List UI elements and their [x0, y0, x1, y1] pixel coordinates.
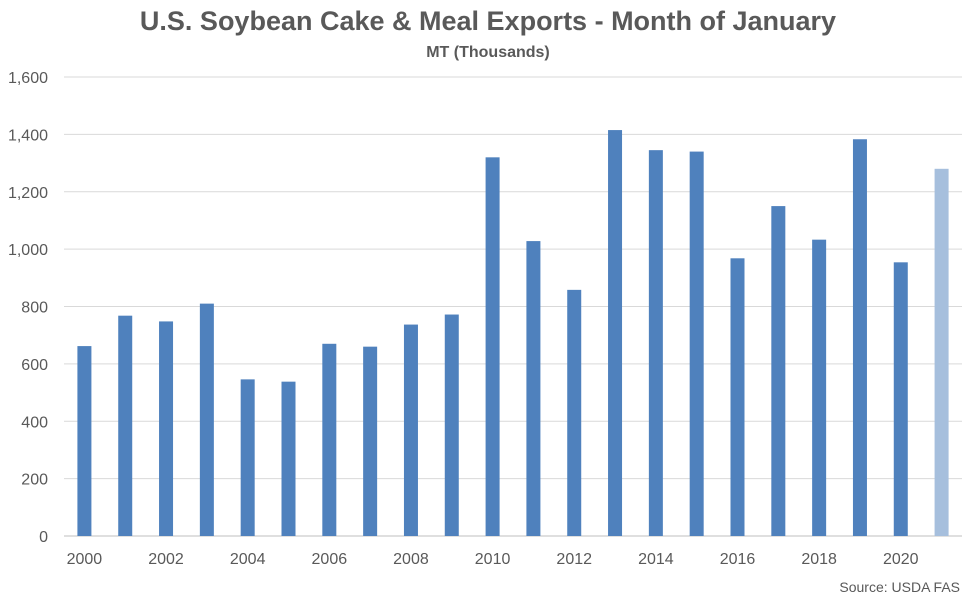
y-tick-label: 1,600 — [8, 70, 48, 87]
y-tick-label: 1,400 — [8, 127, 48, 144]
x-tick-label: 2004 — [230, 551, 266, 568]
bar — [648, 150, 663, 536]
y-tick-label: 0 — [39, 529, 48, 546]
bar — [77, 346, 92, 536]
bar — [852, 139, 867, 536]
x-tick-label: 2020 — [883, 551, 919, 568]
x-tick-label: 2002 — [148, 551, 184, 568]
bar — [567, 289, 582, 536]
chart-source: Source: USDA FAS — [839, 579, 960, 595]
y-tick-label: 400 — [21, 414, 48, 431]
bar — [526, 241, 541, 536]
x-tick-label: 2016 — [720, 551, 756, 568]
bar — [240, 379, 255, 536]
y-tick-label: 200 — [21, 472, 48, 489]
bar — [812, 239, 827, 536]
x-tick-label: 2012 — [556, 551, 592, 568]
bar — [730, 258, 745, 536]
x-tick-label: 2006 — [312, 551, 348, 568]
bar — [363, 346, 378, 536]
chart-title: U.S. Soybean Cake & Meal Exports - Month… — [139, 6, 837, 36]
y-tick-label: 600 — [21, 357, 48, 374]
x-tick-label: 2014 — [638, 551, 674, 568]
bar — [322, 343, 337, 536]
bar — [934, 168, 949, 537]
y-tick-label: 1,000 — [8, 242, 48, 259]
y-tick-label: 800 — [21, 300, 48, 317]
chart-subtitle: MT (Thousands) — [426, 44, 550, 61]
bar — [281, 381, 296, 536]
bar — [771, 206, 786, 536]
bar — [608, 130, 623, 536]
bar — [159, 321, 174, 536]
x-tick-label: 2010 — [475, 551, 511, 568]
bar — [444, 314, 459, 536]
bar — [403, 324, 418, 536]
x-tick-label: 2000 — [67, 551, 103, 568]
bar — [485, 157, 500, 536]
x-tick-label: 2018 — [801, 551, 837, 568]
bar — [893, 262, 908, 536]
y-tick-label: 1,200 — [8, 185, 48, 202]
bar — [118, 315, 133, 536]
x-tick-label: 2008 — [393, 551, 429, 568]
bar — [199, 303, 214, 536]
bar — [689, 151, 704, 536]
